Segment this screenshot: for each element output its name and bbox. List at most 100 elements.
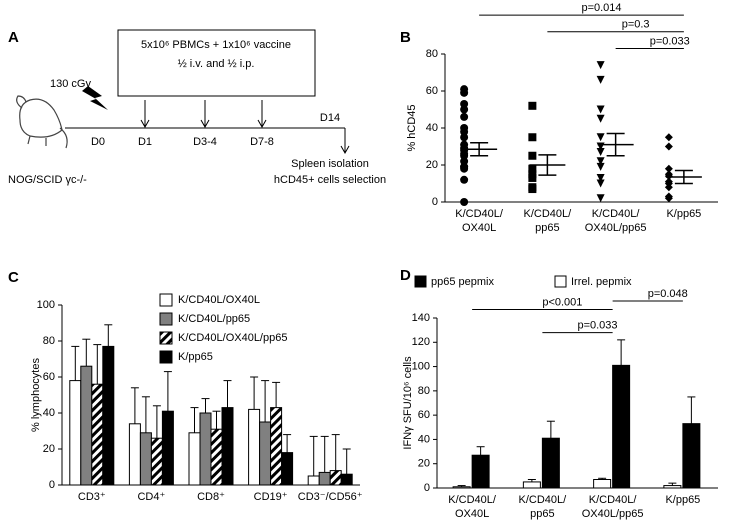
timepoint: D0 [91,136,105,148]
x-tick-label: K/pp65 [666,208,701,220]
legend-label: pp65 pepmix [431,276,494,288]
legend-label: K/CD40L/OX40L/pp65 [178,332,287,344]
y-tick-label: 0 [432,196,438,208]
y-axis-label: % lymphocytes [30,358,42,432]
x-tick-label: K/CD40L/OX40L/pp65 [585,208,647,234]
data-point [460,175,469,184]
bar [91,383,104,486]
bar [471,454,490,489]
y-tick-label: 80 [426,48,438,60]
x-tick-label: CD3⁻/CD56⁺ [298,491,363,503]
y-tick-label: 40 [426,122,438,134]
bar [541,437,560,489]
panel-label: A [8,29,19,46]
bar [139,432,152,486]
bar [150,437,163,486]
y-tick-label: 60 [43,371,55,383]
data-point [596,75,605,84]
bar [452,486,471,489]
data-point [664,164,673,173]
y-tick-label: 100 [412,360,430,372]
data-point [528,164,537,173]
data-point [460,157,469,166]
bar [102,345,115,486]
mouse-label: NOG/SCID γc-/- [8,174,87,186]
data-point [596,133,605,142]
data-point [528,101,537,110]
y-axis-label: % hCD45 [406,104,418,151]
x-tick-label: K/pp65 [665,494,700,506]
data-point [460,99,469,108]
significance-label: p=0.033 [650,35,690,47]
data-point [664,194,673,203]
y-tick-label: 140 [412,312,430,324]
data-point [596,162,605,171]
y-tick-label: 40 [43,407,55,419]
x-tick-label: K/CD40L/pp65 [524,208,573,234]
data-point [460,88,469,97]
panel-label: B [400,29,411,46]
y-tick-label: 0 [424,482,430,494]
x-tick-label: CD4⁺ [137,491,165,503]
x-tick-label: K/CD40L/pp65 [519,494,568,520]
x-tick-label: CD8⁺ [197,491,225,503]
y-tick-label: 60 [426,85,438,97]
panel-label: C [8,269,19,286]
bar [69,380,82,486]
bar [270,407,283,486]
data-point [596,114,605,123]
bar [161,410,174,486]
data-point [460,112,469,121]
y-tick-label: 20 [418,458,430,470]
significance-label: p<0.001 [542,296,582,308]
data-point [596,105,605,114]
bar [522,481,541,489]
bar [128,423,141,486]
data-point [596,157,605,166]
data-point [528,173,537,182]
legend-label: K/CD40L/OX40L [178,294,260,306]
legend-swatch [159,350,173,364]
endpoint-text: Spleen isolation [291,158,369,170]
x-tick-label: CD3⁺ [78,491,106,503]
legend-swatch [159,312,173,326]
bar [210,428,223,486]
bar [307,475,320,486]
data-point [460,198,469,206]
bar [682,423,701,489]
bar [259,421,272,486]
radiation-icon [82,86,108,110]
data-point [460,105,469,114]
data-point [528,133,537,142]
data-point [664,183,673,192]
data-point [460,164,469,173]
y-tick-label: 20 [426,159,438,171]
y-tick-label: 100 [37,299,55,311]
bar [199,412,212,486]
bar [340,473,353,486]
timepoint: D7-8 [250,136,274,148]
data-point [664,133,673,142]
data-point [460,151,469,160]
bar [612,364,631,489]
bar [188,432,201,486]
x-tick-label: K/CD40L/OX40L [448,494,497,520]
y-tick-label: 20 [43,443,55,455]
data-point [460,127,469,136]
bar [221,407,234,486]
legend-swatch [414,275,427,288]
data-point [596,61,605,70]
bar [329,470,342,486]
legend-swatch [159,293,173,307]
panel-label: D [400,267,411,284]
y-tick-label: 40 [418,433,430,445]
timepoint: D3-4 [193,136,217,148]
timepoint: D14 [320,112,340,124]
x-tick-label: K/CD40L/OX40L [455,208,504,234]
y-axis-label: IFNγ SFU/10⁶ cells [402,356,414,450]
mouse-icon [16,95,68,149]
bar [248,408,261,486]
box-text: ½ i.v. and ½ i.p. [178,58,255,70]
y-tick-label: 60 [418,409,430,421]
bar [593,479,612,489]
